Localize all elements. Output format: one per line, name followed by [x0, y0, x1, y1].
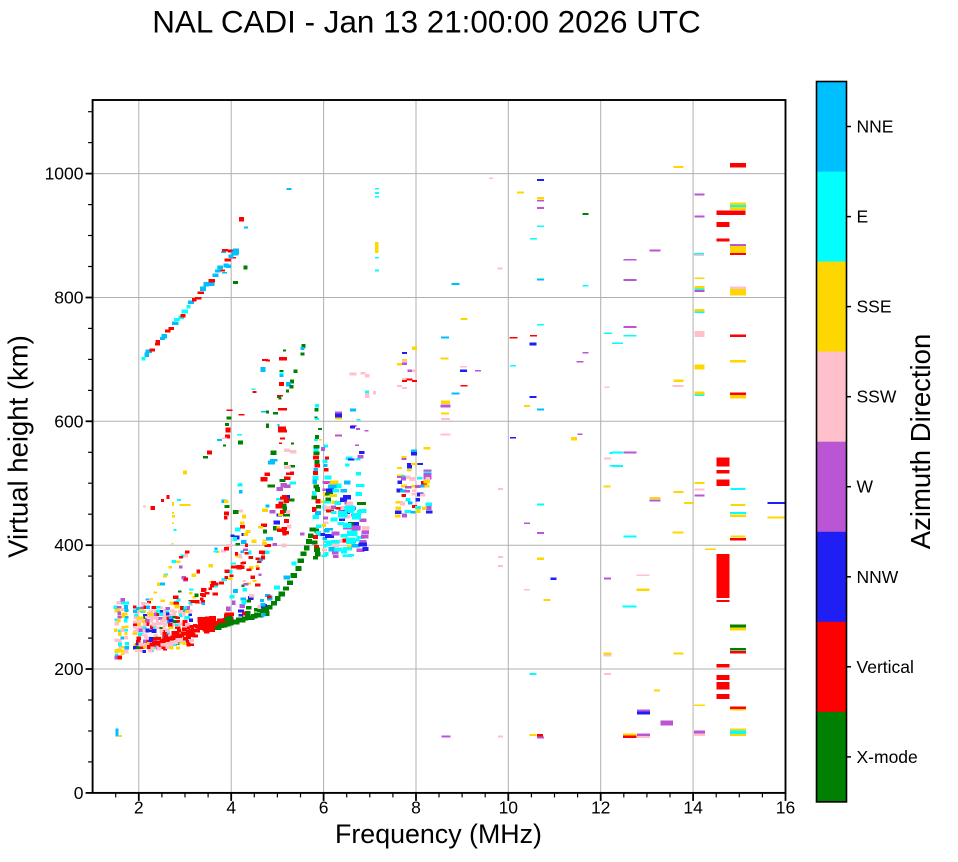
svg-text:W: W [857, 477, 874, 497]
svg-text:8: 8 [411, 798, 421, 818]
svg-text:SSE: SSE [857, 297, 892, 317]
svg-text:800: 800 [54, 288, 83, 308]
svg-text:4: 4 [226, 798, 236, 818]
svg-text:SSW: SSW [857, 387, 897, 407]
svg-text:NNE: NNE [857, 117, 894, 137]
svg-text:Azimuth Direction: Azimuth Direction [905, 334, 936, 550]
svg-text:NAL CADI - Jan 13 21:00:00 202: NAL CADI - Jan 13 21:00:00 2026 UTC [152, 5, 700, 40]
svg-text:Virtual height (km): Virtual height (km) [3, 335, 34, 558]
svg-text:2: 2 [134, 798, 144, 818]
svg-text:Vertical: Vertical [857, 657, 914, 677]
svg-text:16: 16 [776, 798, 795, 818]
svg-text:E: E [857, 207, 869, 227]
svg-text:400: 400 [54, 535, 83, 555]
svg-text:14: 14 [683, 798, 703, 818]
svg-text:0: 0 [74, 783, 84, 803]
svg-text:X-mode: X-mode [857, 747, 918, 767]
svg-text:6: 6 [319, 798, 329, 818]
svg-text:10: 10 [499, 798, 519, 818]
svg-text:1000: 1000 [45, 164, 84, 184]
svg-text:12: 12 [591, 798, 610, 818]
svg-text:NNW: NNW [857, 567, 899, 587]
svg-text:600: 600 [54, 411, 83, 431]
svg-text:200: 200 [54, 659, 83, 679]
svg-text:Frequency (MHz): Frequency (MHz) [335, 819, 542, 849]
